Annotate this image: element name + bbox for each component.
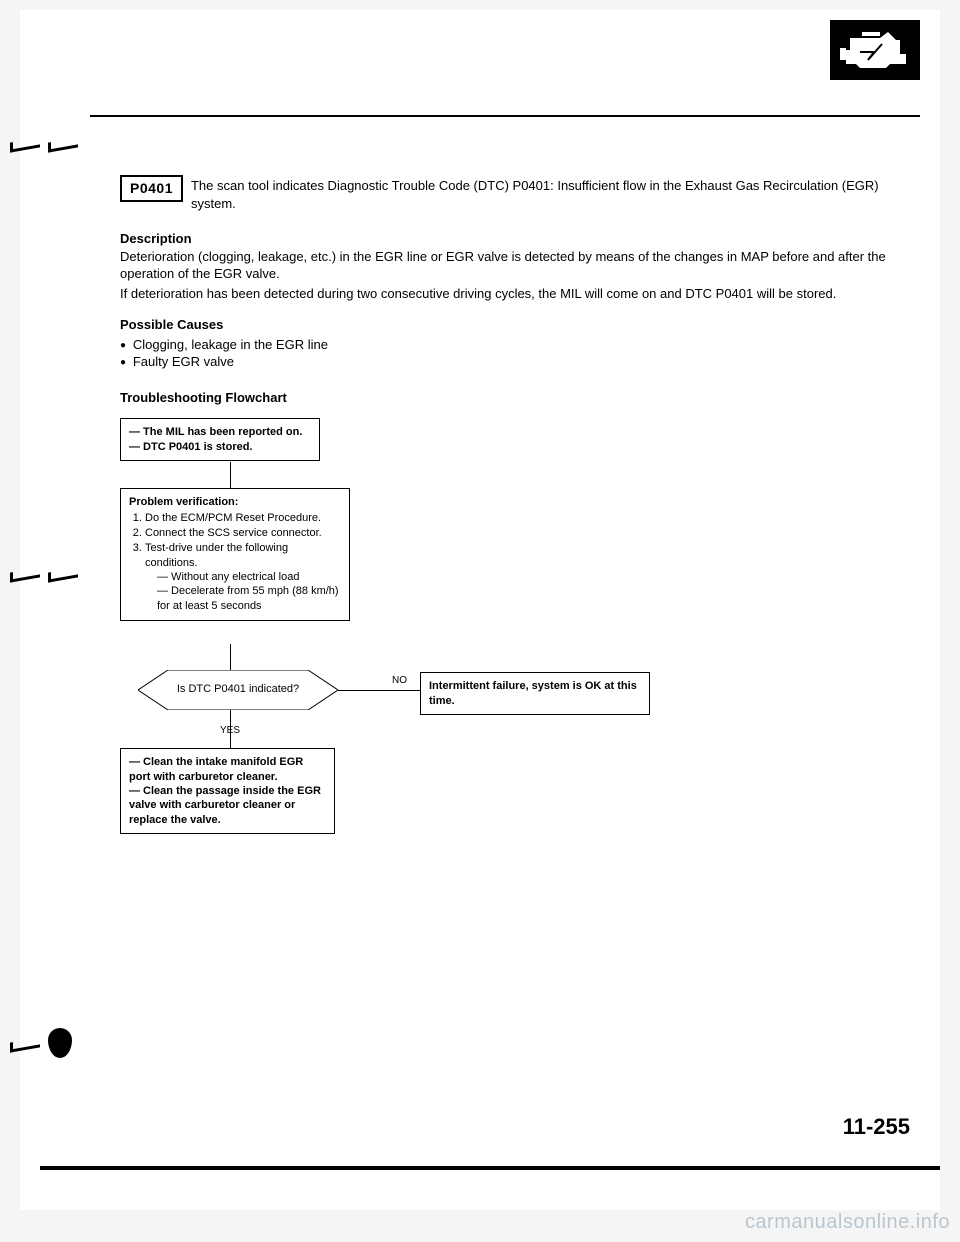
dtc-code-badge: P0401 bbox=[120, 175, 183, 202]
flow-start-box: — The MIL has been reported on. — DTC P0… bbox=[120, 418, 320, 461]
flow-yes-label: YES bbox=[220, 724, 240, 738]
verification-step: Do the ECM/PCM Reset Procedure. bbox=[145, 511, 341, 525]
possible-causes: Possible Causes Clogging, leakage in the… bbox=[120, 316, 910, 371]
flow-ok-box: Intermittent failure, system is OK at th… bbox=[420, 672, 650, 715]
troubleshooting-flowchart: — The MIL has been reported on. — DTC P0… bbox=[120, 418, 660, 848]
causes-title: Possible Causes bbox=[120, 316, 910, 334]
verification-step: Test-drive under the following condition… bbox=[145, 541, 341, 612]
flow-connector bbox=[230, 462, 231, 488]
flow-start-line1: — The MIL has been reported on. bbox=[129, 425, 311, 439]
flow-verification-box: Problem verification: Do the ECM/PCM Res… bbox=[120, 488, 350, 620]
action-line2: — Clean the passage inside the EGR valve… bbox=[129, 784, 326, 827]
flow-action-box: — Clean the intake manifold EGR port wit… bbox=[120, 748, 335, 833]
verification-step: Connect the SCS service connector. bbox=[145, 526, 341, 540]
cause-item: Faulty EGR valve bbox=[120, 353, 910, 371]
description-p2: If deterioration has been detected durin… bbox=[120, 285, 910, 303]
cause-item: Clogging, leakage in the EGR line bbox=[120, 336, 910, 354]
dtc-intro-text: The scan tool indicates Diagnostic Troub… bbox=[191, 175, 910, 212]
verification-substep: — Without any electrical load bbox=[157, 570, 341, 584]
flow-start-line2: — DTC P0401 is stored. bbox=[129, 440, 311, 454]
watermark: carmanualsonline.info bbox=[745, 1211, 950, 1234]
rule-top bbox=[90, 115, 920, 117]
flowchart-title: Troubleshooting Flowchart bbox=[120, 389, 910, 407]
verification-step-text: Test-drive under the following condition… bbox=[145, 542, 288, 568]
flow-decision: Is DTC P0401 indicated? bbox=[138, 670, 338, 710]
description-title: Description bbox=[120, 230, 910, 248]
flow-connector bbox=[230, 644, 231, 670]
action-line1: — Clean the intake manifold EGR port wit… bbox=[129, 755, 326, 784]
engine-icon bbox=[830, 20, 920, 80]
verification-header: Problem verification: bbox=[129, 495, 341, 509]
dtc-header: P0401 The scan tool indicates Diagnostic… bbox=[120, 175, 910, 212]
page-number: 11-255 bbox=[843, 1114, 910, 1140]
verification-substep: — Decelerate from 55 mph (88 km/h) for a… bbox=[157, 584, 341, 613]
rule-bottom bbox=[40, 1166, 940, 1170]
main-content: P0401 The scan tool indicates Diagnostic… bbox=[120, 175, 910, 848]
flow-no-label: NO bbox=[392, 674, 407, 688]
flow-connector bbox=[338, 690, 420, 691]
decision-text: Is DTC P0401 indicated? bbox=[138, 670, 338, 697]
description-p1: Deterioration (clogging, leakage, etc.) … bbox=[120, 248, 910, 283]
